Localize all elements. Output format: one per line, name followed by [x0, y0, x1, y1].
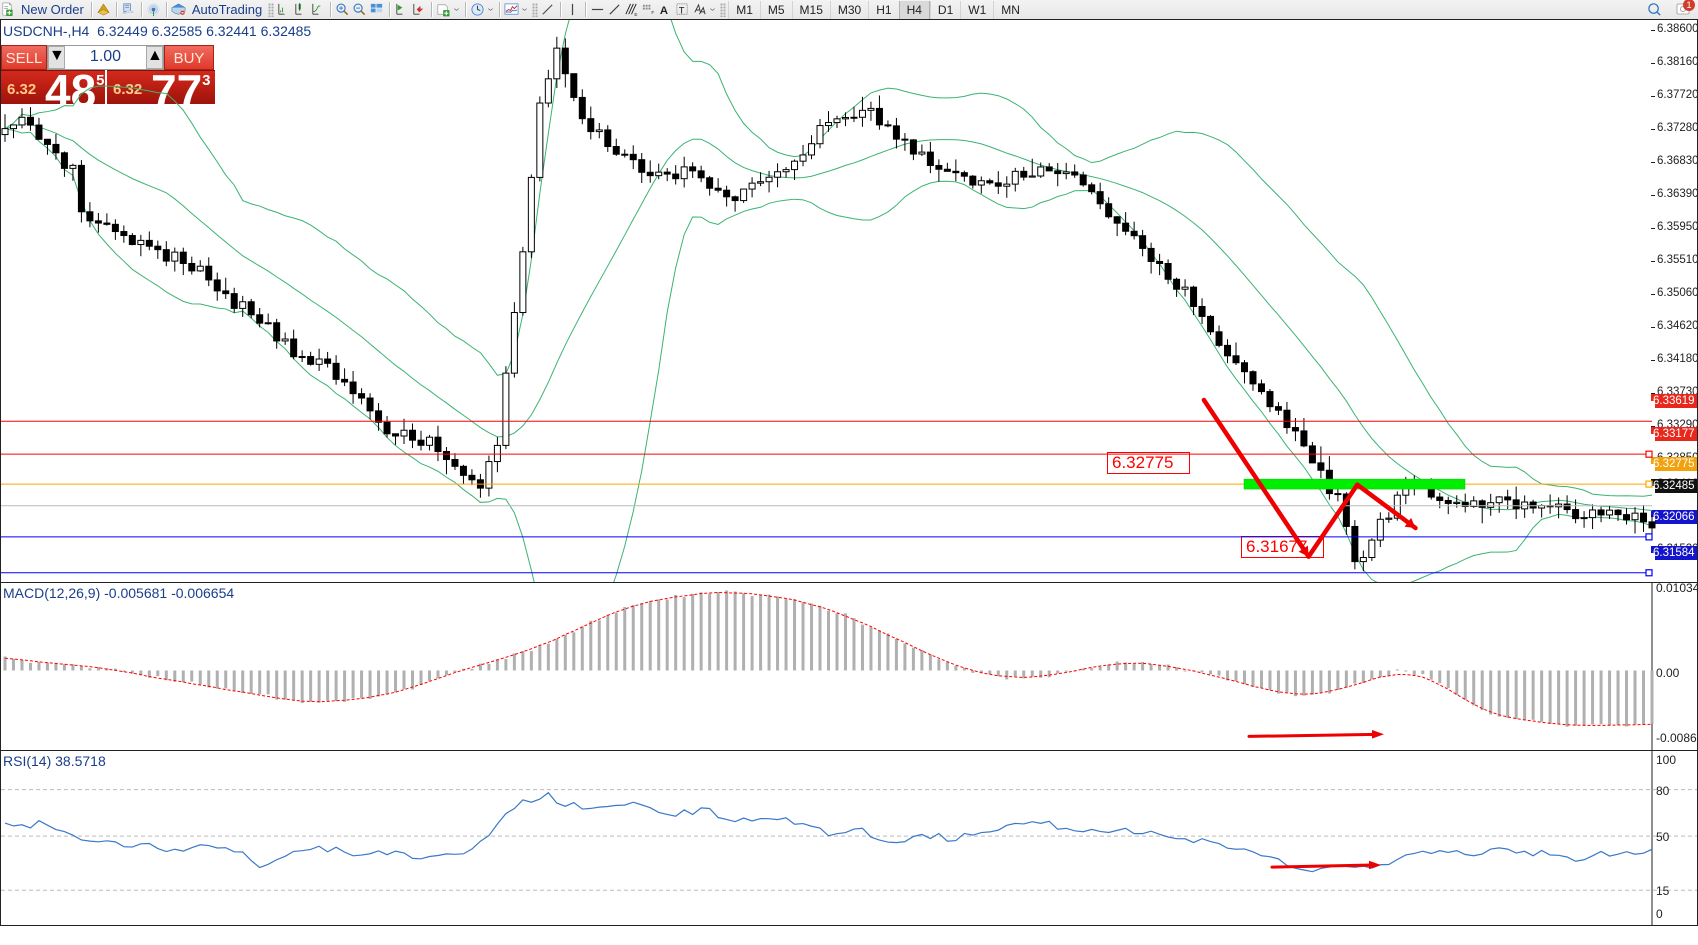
svg-text:E: E — [635, 12, 638, 17]
svg-text:A: A — [660, 5, 668, 17]
svg-text:T: T — [679, 5, 685, 15]
svg-text:F: F — [652, 10, 655, 15]
